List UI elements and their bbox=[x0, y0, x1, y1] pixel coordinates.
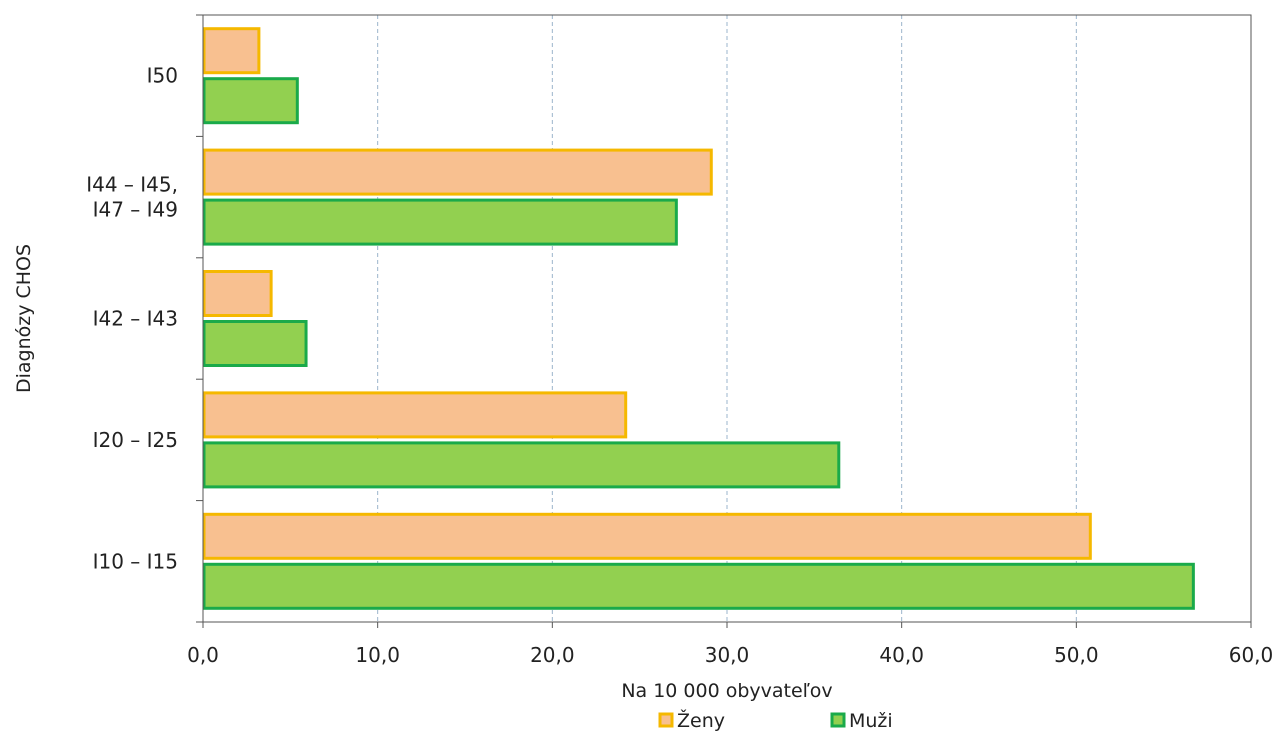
x-tick-label: 60,0 bbox=[1229, 643, 1274, 667]
legend-label-zeny: Ženy bbox=[677, 709, 725, 732]
bars-group bbox=[202, 27, 1195, 610]
bar-zeny bbox=[202, 148, 713, 196]
x-tick-label: 30,0 bbox=[705, 643, 750, 667]
bar-muzi bbox=[202, 198, 678, 246]
x-tick-label: 50,0 bbox=[1054, 643, 1099, 667]
axes-group: 0,0 10,0 20,0 30,0 40,0 50,0 60,0 I10 – I15 I20 … bbox=[86, 14, 1274, 667]
y-category-label: I44 – I45, I47 – I49 bbox=[86, 173, 178, 222]
y-category-label: I50 bbox=[147, 64, 178, 88]
x-axis-title: Na 10 000 obyvateľov bbox=[621, 680, 832, 702]
y-axis-title: Diagnózy CHOS bbox=[13, 244, 35, 393]
legend-swatch-muzi bbox=[830, 712, 846, 728]
bar-zeny bbox=[202, 27, 261, 75]
bar-zeny bbox=[202, 391, 628, 439]
bar-muzi bbox=[202, 441, 841, 489]
x-tick-label: 10,0 bbox=[355, 643, 400, 667]
bar-muzi bbox=[202, 320, 308, 367]
y-category-label: I42 – I43 bbox=[93, 307, 178, 331]
legend: Ženy Muži bbox=[658, 709, 893, 732]
y-category-label-line: I20 – I25 bbox=[93, 428, 178, 452]
x-tick-label: 0,0 bbox=[187, 643, 219, 667]
x-tick-label: 20,0 bbox=[530, 643, 575, 667]
y-category-label: I20 – I25 bbox=[93, 428, 178, 452]
y-category-label: I10 – I15 bbox=[93, 549, 178, 573]
y-category-label-line: I44 – I45, bbox=[86, 173, 178, 197]
y-category-label-line: I10 – I15 bbox=[93, 549, 178, 573]
y-category-label-line: I47 – I49 bbox=[93, 198, 178, 222]
legend-label-muzi: Muži bbox=[849, 710, 893, 732]
bar-muzi bbox=[202, 562, 1195, 610]
x-tick-label: 40,0 bbox=[879, 643, 924, 667]
y-category-label-line: I42 – I43 bbox=[93, 307, 178, 331]
bar-muzi bbox=[202, 77, 299, 125]
bar-zeny bbox=[202, 270, 273, 317]
bar-zeny bbox=[202, 512, 1092, 560]
y-category-label-line: I50 bbox=[147, 64, 178, 88]
legend-swatch-zeny bbox=[658, 712, 674, 728]
